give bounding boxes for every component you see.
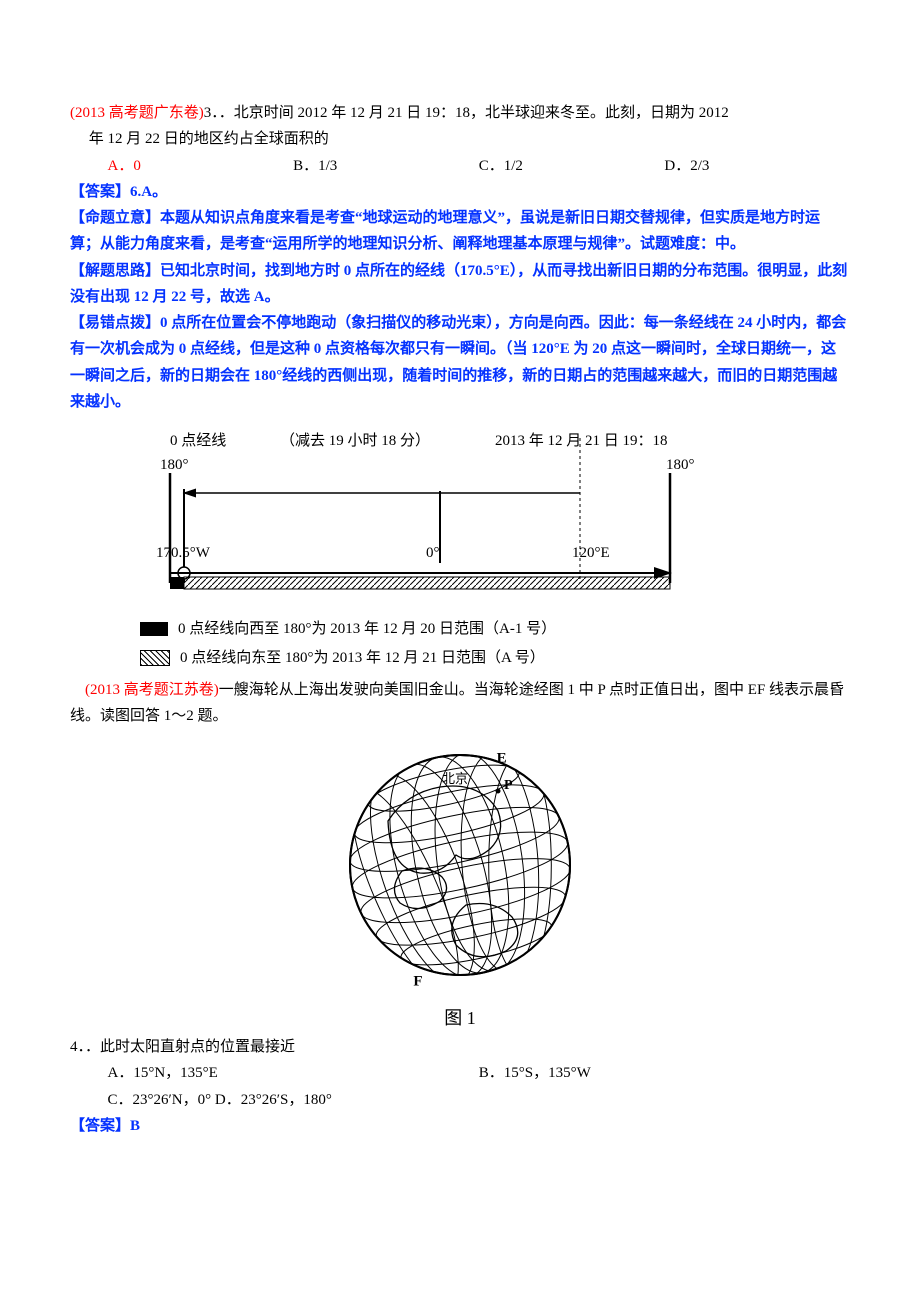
- q4-options-row2: C．23°26′N，0° D．23°26′S，180°: [70, 1087, 850, 1113]
- globe-diagram: E F 北京 P: [70, 735, 850, 1004]
- q3-ans-val: 6.A。: [130, 184, 167, 200]
- svg-text:P: P: [504, 778, 513, 793]
- q4-intro: (2013 高考题江苏卷)一艘海轮从上海出发驶向美国旧金山。当海轮途经图 1 中…: [70, 677, 850, 730]
- q3-ycdb-text: 0 点所在位置会不停地跑动（象扫描仪的移动光束），方向是向西。因此：每一条经线在…: [70, 315, 846, 410]
- svg-text:（减去 19 小时 18 分）: （减去 19 小时 18 分）: [280, 432, 430, 449]
- q4-answer: 【答案】B: [70, 1113, 850, 1139]
- q4-opt-a: A．15°N，135°E: [108, 1060, 479, 1086]
- q3-liyi-label: 【命题立意】: [70, 210, 160, 226]
- q3-options: A．0 B．1/3 C．1/2 D．2/3: [70, 153, 850, 179]
- q3-stem-b: 年 12 月 22 日的地区约占全球面积的: [70, 126, 850, 152]
- q3-num: 3．．: [204, 105, 234, 121]
- q4-num: 4．．: [70, 1039, 100, 1055]
- date-line-diagram: 0 点经线 （减去 19 小时 18 分） 2013 年 12 月 21 日 19：…: [140, 423, 850, 612]
- q3-ycdb: 【易错点拨】0 点所在位置会不停地跑动（象扫描仪的移动光束），方向是向西。因此：…: [70, 310, 850, 415]
- legend-hatch-text: 0 点经线向东至 180°为 2013 年 12 月 21 日范围（A 号）: [180, 645, 545, 671]
- q3-ans-label: 【答案】: [70, 184, 130, 200]
- q4-question: 4．．此时太阳直射点的位置最接近: [70, 1034, 850, 1060]
- legend-swatch-solid: [140, 622, 168, 636]
- q3-opt-d: D．2/3: [664, 153, 850, 179]
- svg-text:北京: 北京: [442, 771, 468, 786]
- q4-source: (2013 高考题江苏卷): [85, 682, 219, 698]
- q3-answer: 【答案】6.A。: [70, 179, 850, 205]
- q4-opt-d: D．23°26′S，180°: [215, 1092, 332, 1108]
- q3-source: (2013 高考题广东卷): [70, 105, 204, 121]
- svg-text:180°: 180°: [666, 457, 695, 473]
- q3-liyi: 【命题立意】本题从知识点角度来看是考查“地球运动的地理意义”，虽说是新旧日期交替…: [70, 205, 850, 258]
- svg-text:120°E: 120°E: [572, 545, 610, 561]
- q4-opt-b: B．15°S，135°W: [479, 1060, 850, 1086]
- legend-swatch-hatch: [140, 650, 170, 666]
- q3-silu-label: 【解题思路】: [70, 263, 160, 279]
- svg-text:F: F: [413, 974, 422, 990]
- q3-stem-a: 北京时间 2012 年 12 月 21 日 19：18，北半球迎来冬至。此刻，日…: [234, 105, 729, 121]
- q3-opt-a: A．0: [108, 153, 294, 179]
- svg-text:0 点经线: 0 点经线: [170, 432, 226, 449]
- q4-qtext: 此时太阳直射点的位置最接近: [100, 1039, 295, 1055]
- q3-ycdb-label: 【易错点拨】: [70, 315, 160, 331]
- svg-text:170.5°W: 170.5°W: [156, 545, 211, 561]
- svg-text:E: E: [497, 751, 507, 767]
- q4-ans-val: B: [130, 1118, 140, 1134]
- q4-ans-label: 【答案】: [70, 1118, 130, 1134]
- legend-solid-text: 0 点经线向西至 180°为 2013 年 12 月 20 日范围（A-1 号）: [178, 616, 556, 642]
- q3-line1: (2013 高考题广东卷)3．．北京时间 2012 年 12 月 21 日 19…: [70, 100, 850, 126]
- q3-opt-c: C．1/2: [479, 153, 665, 179]
- svg-text:2013 年 12 月 21 日 19：18: 2013 年 12 月 21 日 19：18: [495, 432, 668, 449]
- q4-options-row1: A．15°N，135°E B．15°S，135°W: [70, 1060, 850, 1086]
- globe-caption: 图 1: [70, 1003, 850, 1035]
- svg-text:180°: 180°: [160, 457, 189, 473]
- svg-text:0°: 0°: [426, 545, 440, 561]
- q3-opt-b: B．1/3: [293, 153, 479, 179]
- legend-hatch: 0 点经线向东至 180°为 2013 年 12 月 21 日范围（A 号）: [140, 645, 850, 671]
- q3-silu: 【解题思路】已知北京时间，找到地方时 0 点所在的经线（170.5°E），从而寻…: [70, 258, 850, 311]
- q4-opt-c: C．23°26′N，0°: [108, 1092, 212, 1108]
- legend-solid: 0 点经线向西至 180°为 2013 年 12 月 20 日范围（A-1 号）: [140, 616, 850, 642]
- q3-liyi-text: 本题从知识点角度来看是考查“地球运动的地理意义”，虽说是新旧日期交替规律，但实质…: [70, 210, 820, 252]
- q3-silu-text: 已知北京时间，找到地方时 0 点所在的经线（170.5°E），从而寻找出新旧日期…: [70, 263, 847, 305]
